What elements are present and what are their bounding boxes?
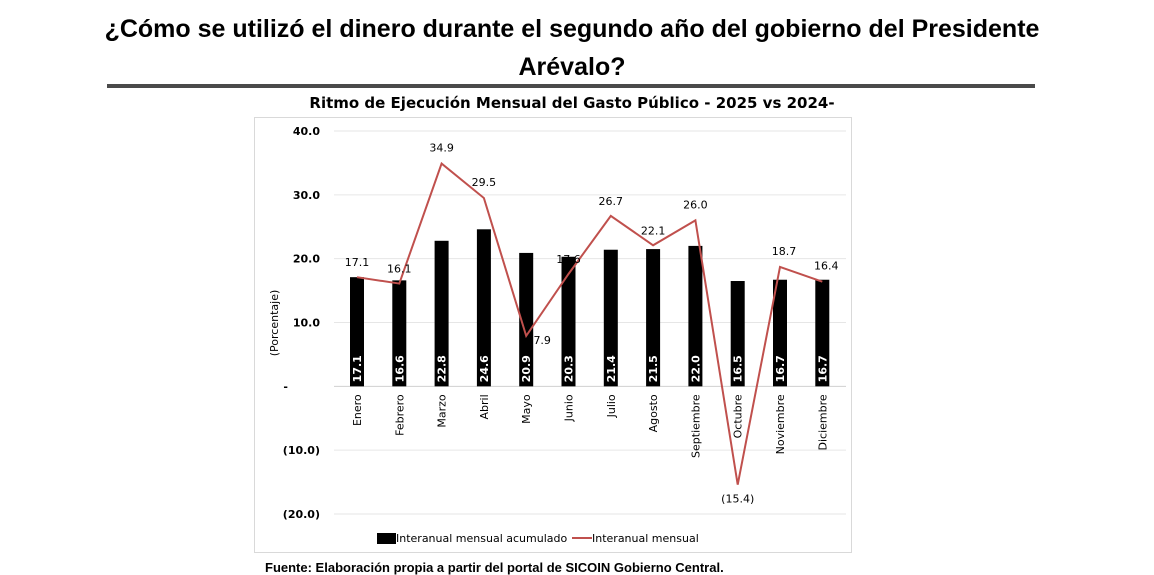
x-tick-label: Diciembre: [816, 394, 829, 450]
x-tick-label: Julio: [605, 394, 618, 418]
x-tick-label: Septiembre: [689, 394, 702, 458]
bar-label: 20.9: [520, 355, 533, 382]
y-tick-label: (20.0): [283, 508, 320, 521]
line-label: 7.9: [533, 334, 551, 347]
bar-label: 22.0: [689, 355, 702, 382]
bar: [476, 229, 491, 387]
y-tick-label: 10.0: [293, 317, 320, 330]
bar: [603, 249, 618, 387]
chart-title: Ritmo de Ejecución Mensual del Gasto Púb…: [309, 94, 835, 112]
legend-bar-label: Interanual mensual acumulado: [396, 532, 567, 545]
x-tick-label: Agosto: [647, 394, 660, 432]
legend-line-label: Interanual mensual: [592, 532, 699, 545]
bar: [688, 245, 703, 387]
bar-label: 24.6: [478, 355, 491, 382]
page-title-line1: ¿Cómo se utilizó el dinero durante el se…: [104, 15, 1040, 43]
y-tick-label: 30.0: [293, 189, 320, 202]
y-tick-label: 40.0: [293, 125, 320, 138]
x-tick-label: Octubre: [732, 394, 745, 438]
bar-label: 21.4: [605, 355, 618, 382]
bar-label: 16.7: [816, 355, 829, 382]
title-divider: [107, 84, 1035, 88]
line-label: 17.6: [556, 253, 581, 266]
bar: [392, 280, 407, 387]
legend-bar-swatch: [377, 533, 396, 544]
line-label: 29.5: [472, 176, 497, 189]
bar-label: 16.5: [732, 355, 745, 382]
line-label: 34.9: [429, 142, 454, 155]
bar-label: 17.1: [351, 355, 364, 382]
line-label: 26.7: [599, 195, 624, 208]
bar: [434, 240, 449, 387]
bar-label: 16.7: [774, 355, 787, 382]
bar: [519, 252, 534, 387]
bar: [815, 279, 830, 387]
bar-label: 22.8: [436, 355, 449, 382]
line-label: (15.4): [721, 493, 754, 506]
y-axis-label: (Porcentaje): [268, 290, 281, 357]
bar-label: 16.6: [393, 355, 406, 382]
bar: [646, 249, 661, 387]
bar: [350, 277, 364, 387]
line-label: 16.1: [387, 263, 412, 276]
line-label: 17.1: [345, 256, 370, 269]
x-tick-label: Mayo: [520, 394, 533, 424]
x-tick-label: Enero: [351, 394, 364, 426]
x-tick-label: Marzo: [436, 394, 449, 428]
x-tick-label: Abril: [478, 394, 491, 419]
line-series: [356, 161, 823, 485]
y-tick-label: 20.0: [293, 253, 320, 266]
y-tick-label: (10.0): [283, 444, 320, 457]
bar: [561, 256, 576, 387]
chart-area: [254, 117, 852, 553]
bar-label: 20.3: [563, 355, 576, 382]
x-tick-label: Junio: [563, 394, 576, 422]
x-tick-label: Febrero: [393, 394, 406, 436]
line-label: 16.4: [814, 260, 839, 273]
line-label: 22.1: [641, 224, 666, 237]
bar: [773, 279, 787, 387]
line-label: 26.0: [683, 198, 708, 211]
source-note: Fuente: Elaboración propia a partir del …: [265, 560, 724, 575]
bar: [730, 281, 745, 387]
line-label: 18.7: [772, 245, 797, 258]
page-title-line2: Arévalo?: [518, 53, 626, 81]
x-tick-label: Noviembre: [774, 394, 787, 454]
bar-label: 21.5: [647, 355, 660, 382]
y-tick-label: -: [283, 380, 288, 393]
